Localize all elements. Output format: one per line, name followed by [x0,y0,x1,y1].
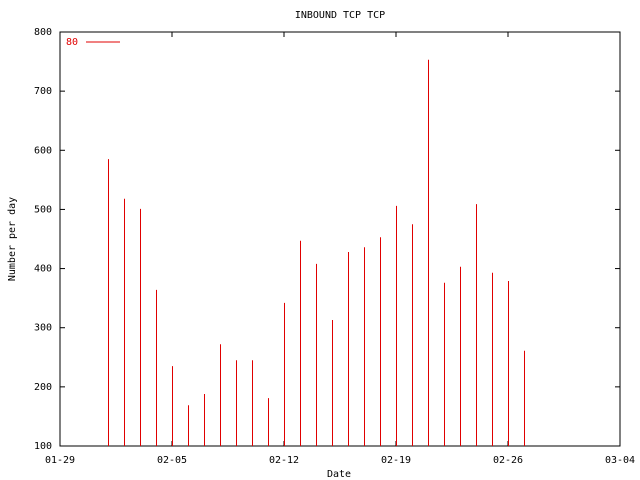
y-tick-label: 400 [34,264,52,275]
y-tick-label: 800 [34,27,52,38]
y-tick-label: 700 [34,86,52,97]
x-tick-label: 01-29 [45,455,75,466]
x-tick-label: 02-26 [493,455,523,466]
y-tick-label: 300 [34,323,52,334]
y-tick-label: 500 [34,204,52,215]
x-tick-label: 02-05 [157,455,187,466]
x-tick-label: 02-19 [381,455,411,466]
plot-frame [59,31,621,447]
y-tick-label: 100 [34,441,52,452]
legend-label: 80 [66,37,78,48]
y-axis-label: Number per day [7,197,18,281]
y-tick-label: 600 [34,145,52,156]
x-tick-label: 02-12 [269,455,299,466]
x-tick-label: 03-04 [605,455,635,466]
x-axis-label: Date [327,469,351,480]
y-tick-label: 200 [34,382,52,393]
chart-title: INBOUND TCP TCP [295,10,385,21]
